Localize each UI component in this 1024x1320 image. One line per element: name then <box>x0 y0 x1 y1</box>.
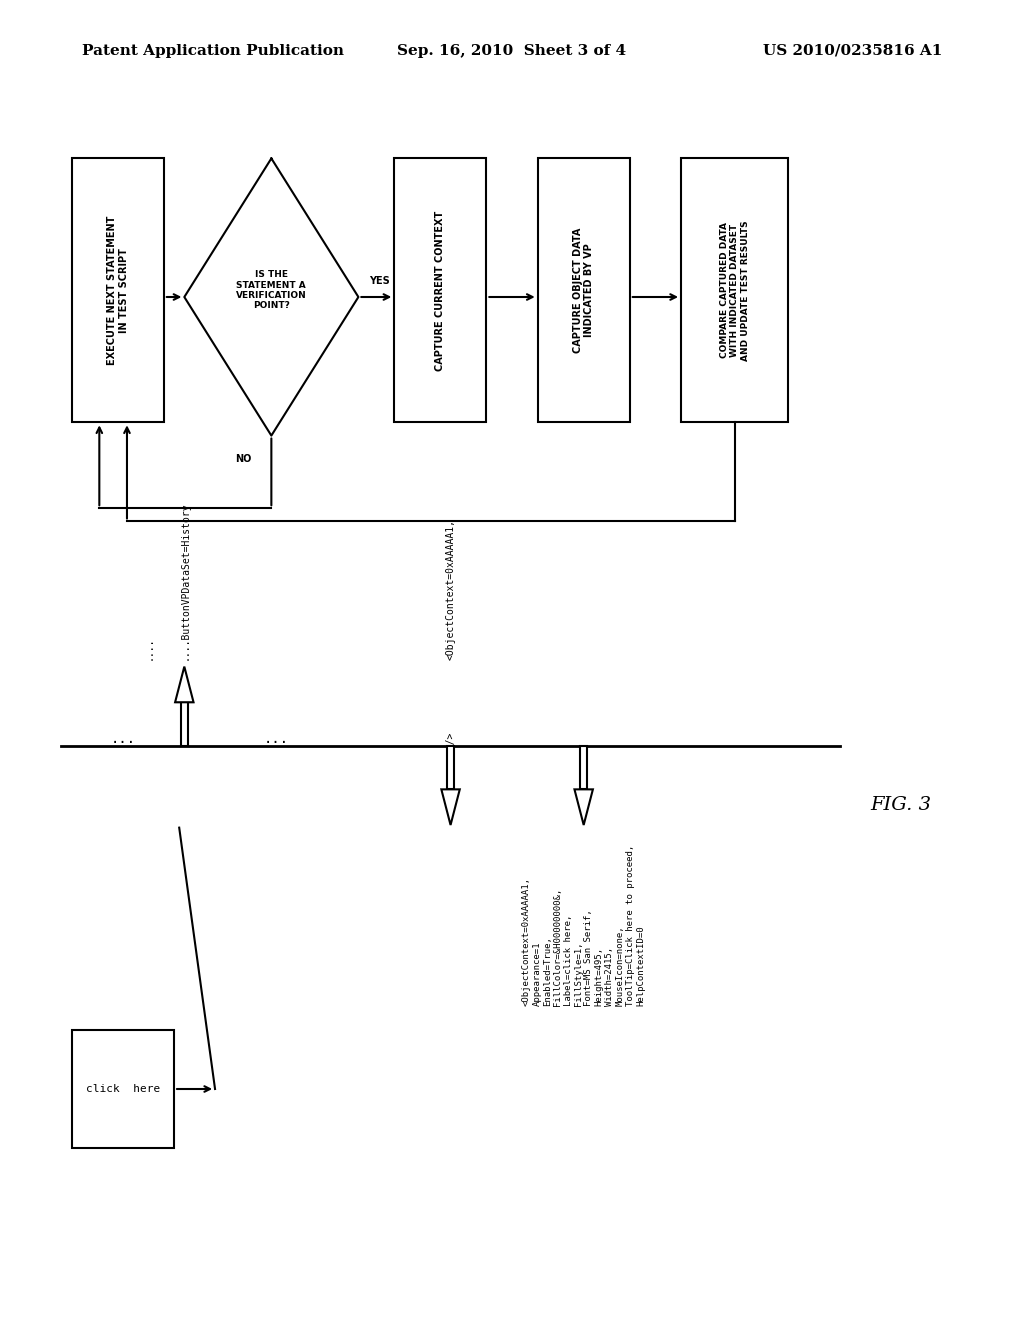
Text: NO: NO <box>236 454 252 465</box>
Text: EXECUTE NEXT STATEMENT
IN TEST SCRIPT: EXECUTE NEXT STATEMENT IN TEST SCRIPT <box>106 215 129 366</box>
Text: />: /> <box>445 733 456 762</box>
FancyBboxPatch shape <box>72 158 164 422</box>
Text: CAPTURE OBJECT DATA
INDICATED BY VP: CAPTURE OBJECT DATA INDICATED BY VP <box>572 228 595 352</box>
Text: ...: ... <box>264 733 289 746</box>
Polygon shape <box>175 702 194 746</box>
Text: CAPTURE CURRENT CONTEXT: CAPTURE CURRENT CONTEXT <box>435 210 445 371</box>
Text: />: /> <box>446 628 455 660</box>
Text: IS THE
STATEMENT A
VERIFICATION
POINT?: IS THE STATEMENT A VERIFICATION POINT? <box>236 271 307 310</box>
Text: <ObjectContext=0xAAAAA1,
Appearance=1
Enabled=True,
FillColor=&H00000000&,
Label: <ObjectContext=0xAAAAA1, Appearance=1 En… <box>522 845 645 1006</box>
Text: <ObjectContext=0xAAAAA1,: <ObjectContext=0xAAAAA1, <box>445 519 456 660</box>
Text: ...: ... <box>111 733 135 746</box>
Text: YES: YES <box>369 276 389 286</box>
Text: ....: .... <box>143 636 154 660</box>
Polygon shape <box>175 667 194 702</box>
Polygon shape <box>574 789 593 825</box>
Text: click  here: click here <box>86 1084 160 1094</box>
Text: FIG. 3: FIG. 3 <box>870 796 932 814</box>
FancyBboxPatch shape <box>72 1030 174 1148</box>
FancyBboxPatch shape <box>394 158 486 422</box>
Polygon shape <box>441 789 460 825</box>
Text: COMPARE CAPTURED DATA
WITH INDICATED DATASET
AND UPDATE TEST RESULTS: COMPARE CAPTURED DATA WITH INDICATED DAT… <box>720 220 750 360</box>
Text: US 2010/0235816 A1: US 2010/0235816 A1 <box>763 44 942 58</box>
Text: ....ButtonVPDataSet=History: ....ButtonVPDataSet=History <box>179 502 189 660</box>
FancyBboxPatch shape <box>538 158 630 422</box>
Polygon shape <box>580 746 588 789</box>
FancyBboxPatch shape <box>681 158 788 422</box>
Text: Patent Application Publication: Patent Application Publication <box>82 44 344 58</box>
Text: Sep. 16, 2010  Sheet 3 of 4: Sep. 16, 2010 Sheet 3 of 4 <box>397 44 627 58</box>
Polygon shape <box>446 746 455 789</box>
